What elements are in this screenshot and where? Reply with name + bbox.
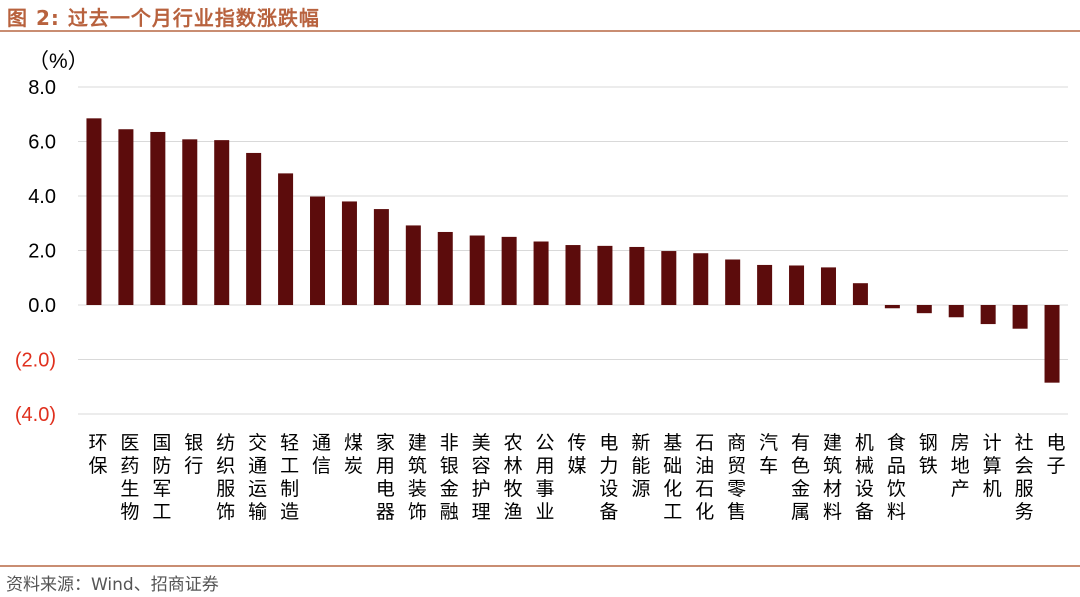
bar-5	[214, 140, 230, 305]
x-tick-label: 银行	[184, 432, 203, 477]
x-tick-label: 建筑装饰	[408, 432, 427, 523]
bar-11	[405, 225, 421, 305]
x-tick-label: 建筑材料	[823, 432, 842, 523]
x-tick-label: 美容护理	[472, 432, 491, 523]
y-axis-ticks: 8.0 6.0 4.0 2.0 0.0 (2.0) (4.0)	[15, 77, 56, 426]
x-tick-label: 石油石化	[695, 432, 714, 523]
bars	[86, 118, 1060, 383]
x-tick-label: 家用电器	[376, 432, 395, 523]
bar-20	[693, 253, 709, 305]
x-tick-label: 有色金属	[791, 432, 810, 523]
figure-title: 图 2: 过去一个月行业指数涨跌幅	[7, 6, 320, 30]
bar-8	[310, 196, 326, 305]
x-tick-label: 新能源	[631, 432, 650, 500]
x-tick-label: 环保	[88, 432, 107, 477]
x-tick-label: 纺织服饰	[216, 432, 235, 523]
y-tick-label: (4.0)	[15, 404, 56, 426]
bar-28	[948, 305, 964, 318]
x-tick-label: 钢铁	[919, 432, 938, 477]
bar-10	[373, 209, 389, 305]
bar-24	[820, 267, 836, 305]
y-tick-label: 2.0	[28, 241, 56, 263]
source-note: 资料来源：Wind、招商证券	[6, 575, 219, 595]
footer-rule	[0, 565, 1080, 567]
header-rule	[0, 30, 1080, 32]
figure-header: 图 2: 过去一个月行业指数涨跌幅	[0, 0, 1080, 30]
bar-1	[86, 118, 102, 306]
x-tick-label: 食品饮料	[887, 432, 906, 523]
x-tick-label: 机械设备	[855, 432, 874, 523]
x-tick-label: 基础化工	[663, 432, 682, 523]
x-tick-label: 煤炭	[344, 432, 363, 477]
x-tick-label: 公用事业	[536, 432, 555, 523]
x-tick-label: 房地产	[951, 432, 970, 500]
bar-9	[341, 201, 357, 305]
x-tick-label: 社会服务	[1015, 432, 1034, 523]
bar-15	[533, 241, 549, 305]
bar-18	[629, 246, 645, 305]
y-tick-label: 4.0	[28, 186, 56, 208]
bar-23	[789, 265, 805, 305]
grid-lines	[78, 86, 1068, 415]
y-tick-label: 6.0	[28, 132, 56, 154]
bar-6	[246, 152, 262, 305]
x-tick-label: 计算机	[983, 432, 1002, 500]
bar-7	[278, 173, 294, 305]
bar-12	[437, 231, 453, 305]
x-tick-label: 通信	[312, 432, 331, 477]
bar-16	[565, 245, 581, 305]
y-axis-unit-label: （%）	[28, 50, 89, 73]
x-tick-label: 非银金融	[440, 432, 459, 523]
y-tick-label: 0.0	[28, 295, 56, 317]
x-axis-category-labels: 环保医药生物国防军工银行纺织服饰交通运输轻工制造通信煤炭家用电器建筑装饰非银金融…	[88, 432, 1065, 523]
bar-17	[597, 245, 613, 305]
bar-4	[182, 139, 198, 305]
bar-29	[980, 305, 996, 325]
x-tick-label: 汽车	[759, 432, 778, 477]
x-tick-label: 商贸零售	[727, 432, 746, 523]
bar-2	[118, 129, 134, 305]
x-tick-label: 国防军工	[152, 432, 171, 523]
bar-25	[852, 283, 868, 305]
x-tick-label: 农林牧渔	[504, 432, 523, 523]
bar-14	[501, 236, 517, 305]
bar-19	[661, 251, 677, 305]
y-tick-label: (2.0)	[15, 350, 56, 372]
x-tick-label: 电力设备	[599, 432, 618, 523]
bar-chart: （%） 8.0 6.0 4.0 2.0 0.0 (2.0) (4.0) 环保医药生物国防军工…	[15, 50, 1068, 523]
bar-21	[725, 259, 741, 305]
bar-27	[916, 305, 932, 314]
bar-3	[150, 131, 166, 305]
bar-22	[757, 264, 773, 305]
bar-30	[1012, 305, 1028, 329]
bar-26	[884, 305, 900, 309]
x-tick-label: 医药生物	[120, 432, 139, 523]
x-tick-label: 轻工制造	[280, 432, 299, 523]
y-tick-label: 8.0	[28, 77, 56, 99]
bar-31	[1044, 305, 1060, 383]
x-tick-label: 交通运输	[248, 432, 267, 523]
x-tick-label: 电子	[1047, 432, 1066, 477]
x-tick-label: 传媒	[567, 432, 586, 477]
bar-13	[469, 235, 485, 305]
